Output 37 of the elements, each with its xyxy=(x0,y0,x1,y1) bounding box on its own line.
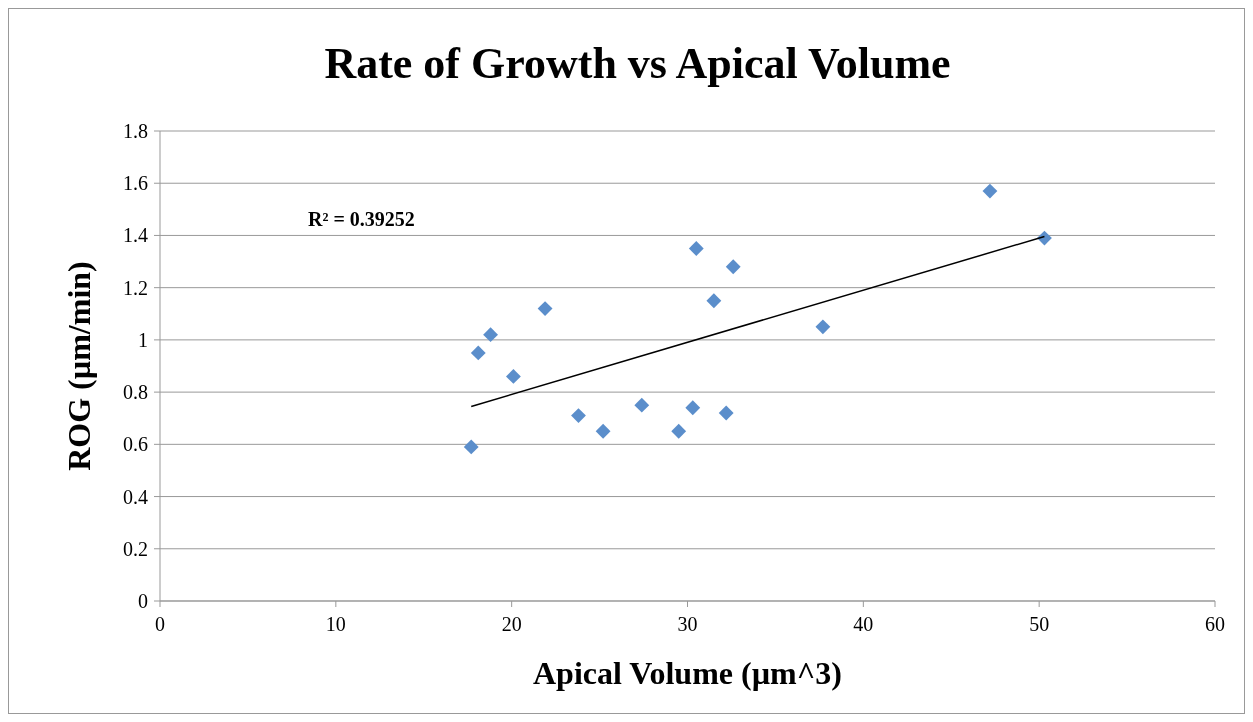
x-tick-label: 10 xyxy=(325,613,346,635)
point xyxy=(470,345,486,361)
y-tick-label: 1.8 xyxy=(123,120,148,142)
point xyxy=(718,405,734,421)
point xyxy=(463,439,479,455)
y-tick-label: 0.8 xyxy=(123,381,148,404)
y-tick-label: 1.2 xyxy=(123,276,148,299)
point xyxy=(688,241,704,256)
point xyxy=(671,423,687,439)
point xyxy=(483,327,498,343)
point xyxy=(815,319,831,335)
y-tick-label: 0.4 xyxy=(123,485,148,508)
y-tick-label: 1 xyxy=(138,328,148,351)
point xyxy=(506,369,521,384)
y-tick-label: 0 xyxy=(138,590,148,612)
x-tick-label: 20 xyxy=(501,613,522,635)
x-tick-label: 60 xyxy=(1205,613,1225,635)
x-tick-label: 40 xyxy=(853,613,874,635)
point xyxy=(982,183,998,199)
chart-title: Rate of Growth vs Apical Volume xyxy=(324,39,951,88)
point xyxy=(634,397,650,413)
point xyxy=(595,423,611,439)
point xyxy=(685,400,701,416)
y-tick-label: 1.4 xyxy=(123,224,148,247)
y-tick-label: 0.6 xyxy=(123,433,148,456)
y-axis-title: ROG (µm/min) xyxy=(61,261,97,471)
x-tick-label: 0 xyxy=(155,613,165,635)
point xyxy=(706,293,722,309)
point xyxy=(725,259,741,275)
x-tick-label: 30 xyxy=(677,613,698,635)
x-tick-label: 50 xyxy=(1029,613,1050,635)
y-tick-label: 0.2 xyxy=(123,537,148,560)
point xyxy=(571,408,586,424)
point xyxy=(537,301,553,316)
x-axis-title: Apical Volume (µm^3) xyxy=(532,655,843,691)
y-tick-label: 1.6 xyxy=(123,172,148,195)
annotation: R² = 0.39252 xyxy=(308,208,415,230)
